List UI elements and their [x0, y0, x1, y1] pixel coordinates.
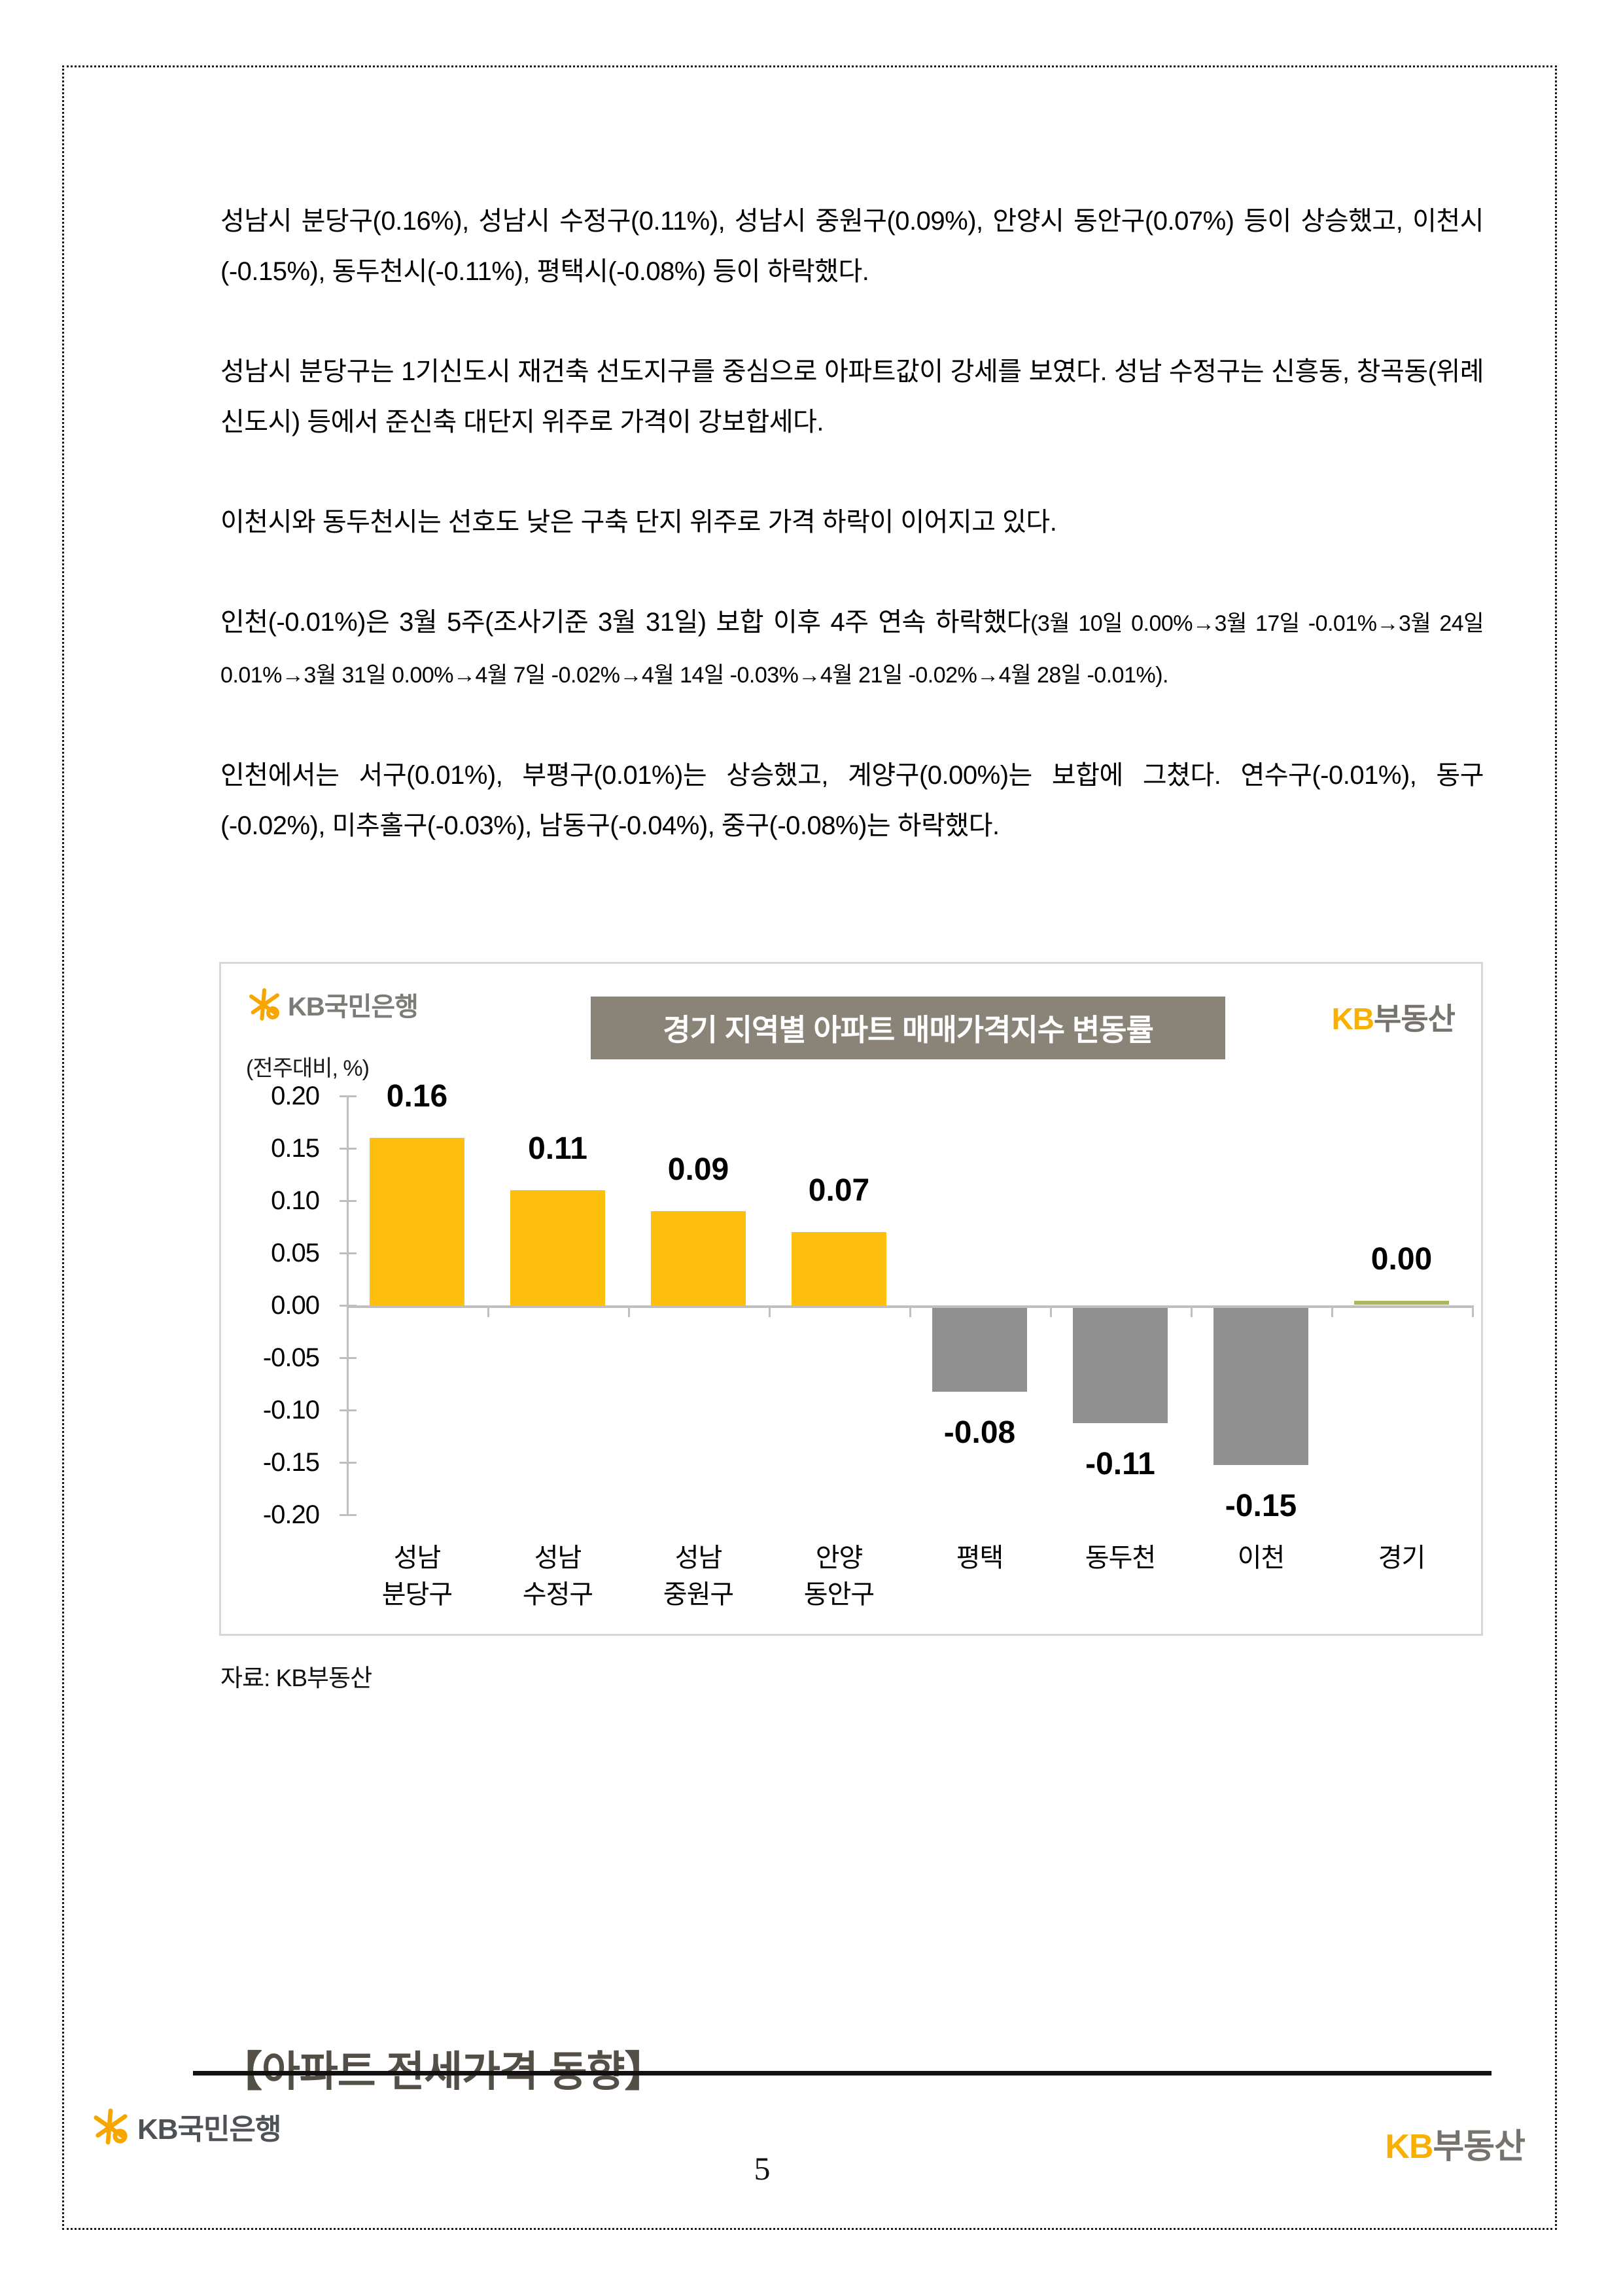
paragraph-incheon-districts: 인천에서는 서구(0.01%), 부평구(0.01%)는 상승했고, 계양구(0… — [220, 761, 1484, 840]
x-axis-category-label: 안양 동안구 — [803, 1544, 875, 1609]
bar-value-label: -0.08 — [943, 1415, 1016, 1450]
x-axis-tick-mark — [1331, 1305, 1333, 1317]
chart-bar-3 — [651, 1211, 746, 1305]
footer-kb-realestate-text: 부동산 — [1433, 2128, 1526, 2166]
x-axis-category-label: 성남 중원구 — [663, 1544, 734, 1609]
y-axis-tick-mark — [340, 1252, 357, 1254]
x-axis-category-label: 동두천 — [1085, 1544, 1156, 1572]
x-axis-tick-mark — [1191, 1305, 1193, 1317]
y-axis-tick-label: -0.15 — [262, 1448, 320, 1477]
section-heading-jeonse: 【아파트 전세가격 동향】 — [220, 2048, 666, 2096]
footer-kb-kookmin-logo: KB국민은행 — [92, 2106, 281, 2147]
chart-title: 경기 지역별 아파트 매매가격지수 변동률 — [591, 997, 1225, 1059]
axis-unit-label: (전주대비, %) — [246, 1056, 370, 1081]
y-axis-tick-label: 0.10 — [271, 1186, 320, 1215]
y-axis-tick-label: 0.05 — [271, 1239, 320, 1267]
y-axis-tick-label: -0.20 — [262, 1500, 320, 1529]
x-axis-category-label: 경기 — [1378, 1544, 1426, 1572]
chart-bar-4 — [792, 1232, 886, 1305]
bar-value-label: -0.15 — [1225, 1489, 1297, 1523]
x-axis-category-label: 성남 분당구 — [381, 1544, 453, 1609]
x-axis-category-label: 평택 — [956, 1544, 1004, 1572]
chart-bar-1 — [370, 1138, 464, 1305]
bar-value-label: 0.11 — [528, 1131, 587, 1166]
kb-realestate-kb: KB — [1331, 1002, 1374, 1036]
footer-kb-realestate-logo: KB부동산 — [1385, 2119, 1526, 2168]
bar-value-label: 0.09 — [667, 1152, 729, 1187]
y-axis-tick-mark — [340, 1462, 357, 1464]
footer-kb-realestate-kb: KB — [1385, 2128, 1433, 2166]
bar-value-label: 0.07 — [808, 1173, 870, 1208]
y-axis-tick-mark — [340, 1200, 357, 1202]
kb-kookmin-logo: KB국민은행 — [247, 985, 419, 1023]
bar-value-label: -0.11 — [1085, 1447, 1155, 1481]
paragraph-gyeonggi-summary: 성남시 분당구(0.16%), 성남시 수정구(0.11%), 성남시 중원구(… — [220, 207, 1484, 286]
paragraph-seongnam-detail: 성남시 분당구는 1기신도시 재건축 선도지구를 중심으로 아파트값이 강세를 … — [220, 357, 1484, 436]
kb-realestate-text: 부동산 — [1374, 1002, 1456, 1036]
x-axis-tick-mark — [909, 1305, 911, 1317]
y-axis-tick-mark — [340, 1357, 357, 1359]
x-axis-tick-mark — [769, 1305, 771, 1317]
x-axis-tick-mark — [1050, 1305, 1052, 1317]
price-index-chart: KB국민은행 경기 지역별 아파트 매매가격지수 변동률 KB부동산 (전주대비… — [219, 962, 1483, 1636]
bar-value-label: 0.16 — [386, 1079, 448, 1114]
kb-kookmin-logo-text: KB국민은행 — [288, 993, 419, 1021]
chart-bar-6 — [1073, 1308, 1168, 1423]
y-axis-tick-label: 0.00 — [271, 1291, 320, 1320]
x-axis-category-label: 이천 — [1237, 1544, 1285, 1572]
x-axis-tick-mark — [628, 1305, 630, 1317]
footer-kb-kookmin-text: KB국민은행 — [137, 2113, 281, 2146]
y-axis-tick-label: 0.15 — [271, 1134, 320, 1163]
chart-bar-8 — [1354, 1301, 1449, 1305]
report-body: 성남시 분당구(0.16%), 성남시 수정구(0.11%), 성남시 중원구(… — [220, 196, 1484, 901]
x-axis-category-label: 성남 수정구 — [522, 1544, 593, 1609]
y-axis-tick-label: 0.20 — [271, 1082, 320, 1110]
kb-star-icon — [94, 2108, 128, 2145]
chart-source: 자료: KB부동산 — [220, 1665, 372, 1691]
x-axis-tick-mark — [487, 1305, 489, 1317]
y-axis-tick-mark — [340, 1409, 357, 1411]
bar-value-label: 0.00 — [1370, 1242, 1433, 1277]
plot-area: 0.20 0.15 0.10 0.05 0.00 -0.05 -0.10 -0.15 -0.20… — [221, 964, 1481, 1634]
y-axis-tick-mark — [340, 1514, 357, 1516]
kb-realestate-logo: KB부동산 — [1331, 995, 1456, 1038]
y-axis-tick-label: -0.10 — [262, 1396, 320, 1424]
paragraph-incheon-weekly-detail: (3월 10일 0.00%→3월 17일 -0.01%→3월 24일 0.01%… — [220, 611, 1484, 688]
x-axis-tick-mark — [1472, 1305, 1474, 1317]
x-axis-tick-mark — [347, 1305, 349, 1317]
paragraph-incheon-main: 인천(-0.01%)은 3월 5주(조사기준 3월 31일) 보합 이후 4주 … — [220, 608, 1031, 637]
y-axis-tick-mark — [340, 1095, 357, 1097]
paragraph-incheon-trend: 인천(-0.01%)은 3월 5주(조사기준 3월 31일) 보합 이후 4주 … — [220, 597, 1484, 701]
chart-bar-7 — [1213, 1308, 1308, 1465]
paragraph-icheon-dongducheon: 이천시와 동두천시는 선호도 낮은 구축 단지 위주로 가격 하락이 이어지고 … — [220, 508, 1057, 537]
page-number: 5 — [754, 2150, 771, 2187]
kb-star-icon — [249, 988, 279, 1021]
y-axis-tick-mark — [340, 1148, 357, 1150]
footer-divider-line — [193, 2071, 1492, 2075]
chart-bar-5 — [932, 1308, 1027, 1392]
chart-bar-2 — [510, 1190, 605, 1305]
y-axis-tick-label: -0.05 — [262, 1343, 320, 1372]
